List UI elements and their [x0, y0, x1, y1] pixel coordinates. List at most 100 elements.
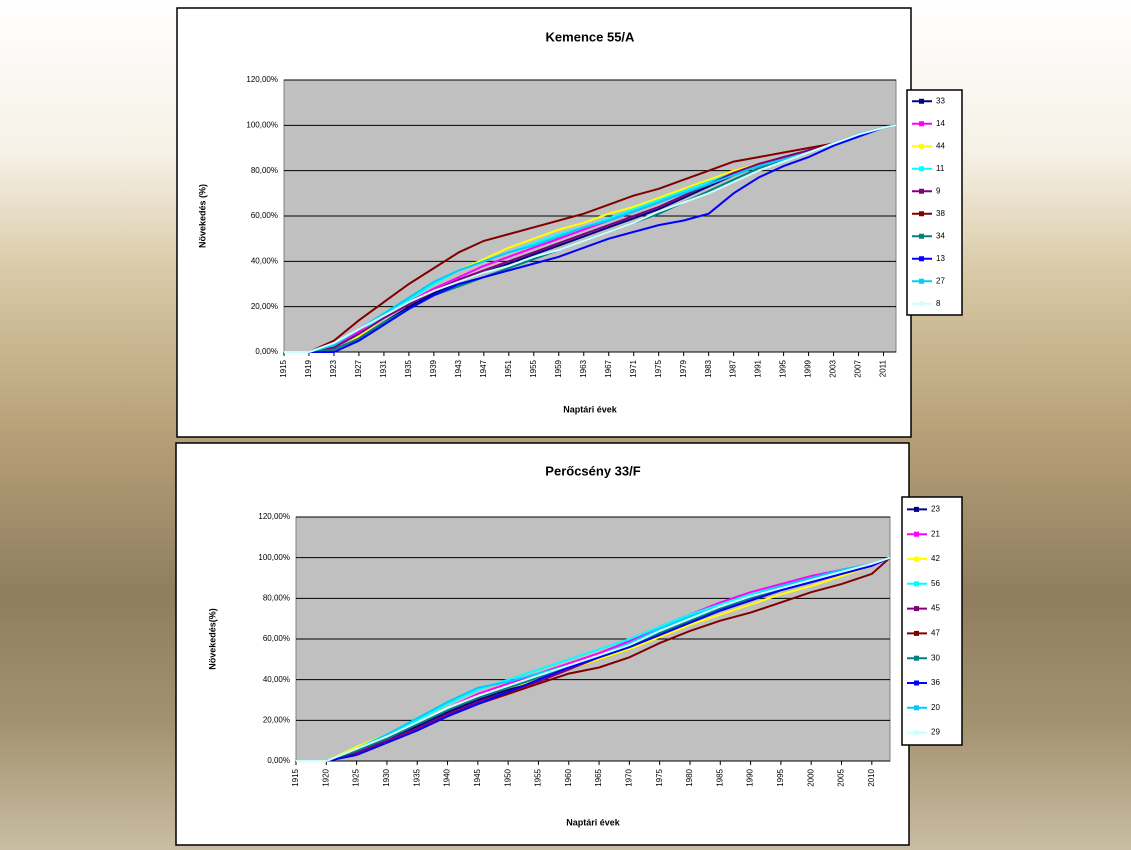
x-tick-label: 1915 — [279, 359, 288, 377]
y-tick-label: 120,00% — [258, 512, 290, 521]
legend-marker — [919, 98, 924, 104]
y-tick-label: 60,00% — [251, 211, 278, 220]
legend-marker — [919, 188, 924, 194]
legend-label: 56 — [931, 579, 940, 588]
legend-marker — [919, 121, 924, 127]
y-axis-title: Növekedés (%) — [197, 184, 207, 248]
x-tick-label: 1983 — [704, 359, 713, 377]
x-tick-label: 1971 — [629, 359, 638, 377]
legend-marker — [919, 301, 924, 307]
data-line — [296, 556, 891, 762]
legend-label: 23 — [931, 505, 940, 514]
legend-marker — [914, 655, 919, 661]
y-tick-label: 20,00% — [251, 302, 278, 311]
legend-label: 34 — [936, 231, 945, 240]
x-tick-label: 1959 — [554, 359, 563, 377]
chart-title: Kemence 55/A — [546, 29, 635, 44]
x-tick-label: 2007 — [854, 359, 863, 377]
x-tick-label: 1943 — [454, 359, 463, 377]
legend-label: 8 — [936, 299, 941, 308]
legend-marker — [914, 606, 919, 612]
x-tick-label: 1995 — [779, 359, 788, 377]
legend-label: 45 — [931, 604, 940, 613]
y-tick-label: 80,00% — [251, 166, 278, 175]
x-tick-label: 1975 — [655, 768, 664, 786]
x-tick-label: 1950 — [503, 768, 512, 786]
x-tick-label: 1970 — [624, 768, 633, 786]
legend-marker — [914, 730, 919, 736]
legend-marker — [914, 556, 919, 562]
legend-box — [906, 89, 963, 316]
y-tick-label: 0,00% — [255, 347, 278, 356]
legend-marker — [914, 531, 919, 537]
y-tick-label: 100,00% — [246, 120, 278, 129]
x-tick-label: 1925 — [352, 768, 361, 786]
x-tick-label: 1920 — [321, 768, 330, 786]
x-tick-label: 1999 — [804, 359, 813, 377]
data-line — [284, 124, 897, 353]
x-tick-label: 1990 — [746, 768, 755, 786]
data-line — [284, 124, 897, 353]
data-line — [296, 556, 891, 762]
legend-marker — [919, 233, 924, 239]
x-tick-label: 1930 — [382, 768, 391, 786]
data-line — [284, 124, 897, 353]
legend-marker — [919, 166, 924, 172]
legend-marker — [919, 143, 924, 149]
legend-label: 36 — [931, 678, 940, 687]
legend-marker — [919, 211, 924, 217]
data-line — [284, 124, 897, 353]
x-tick-label: 1935 — [404, 359, 413, 377]
legend-label: 42 — [931, 554, 940, 563]
x-tick-label: 1935 — [412, 768, 421, 786]
legend-label: 13 — [936, 254, 945, 263]
x-tick-label: 1939 — [429, 359, 438, 377]
x-tick-label: 1965 — [594, 768, 603, 786]
x-tick-label: 1979 — [679, 359, 688, 377]
legend-label: 27 — [936, 276, 945, 285]
legend-label: 21 — [931, 529, 940, 538]
y-tick-label: 40,00% — [263, 675, 290, 684]
x-tick-label: 1931 — [379, 359, 388, 377]
y-tick-label: 80,00% — [263, 593, 290, 602]
legend-marker — [914, 506, 919, 512]
legend-marker — [919, 278, 924, 284]
legend-label: 14 — [936, 119, 945, 128]
x-axis-title: Naptári évek — [563, 404, 618, 414]
x-tick-label: 1955 — [529, 359, 538, 377]
legend-marker — [914, 630, 919, 636]
legend-marker — [914, 680, 919, 686]
x-tick-label: 1919 — [304, 359, 313, 377]
x-tick-label: 2003 — [829, 359, 838, 377]
legend-marker — [914, 581, 919, 587]
x-tick-label: 1963 — [579, 359, 588, 377]
x-tick-label: 1995 — [776, 768, 785, 786]
y-tick-label: 120,00% — [246, 75, 278, 84]
x-tick-label: 1975 — [654, 359, 663, 377]
x-tick-label: 2010 — [867, 768, 876, 786]
x-tick-label: 1923 — [329, 359, 338, 377]
y-axis-title: Növekedés(%) — [207, 608, 217, 670]
legend-label: 30 — [931, 653, 940, 662]
x-tick-label: 1960 — [564, 768, 573, 786]
legend-box — [901, 496, 963, 746]
y-tick-label: 0,00% — [267, 756, 290, 765]
x-tick-label: 1955 — [534, 768, 543, 786]
legend-label: 47 — [931, 629, 940, 638]
legend-marker — [919, 256, 924, 262]
legend-label: 11 — [936, 164, 945, 173]
chart-title: Perőcsény 33/F — [545, 463, 640, 478]
x-tick-label: 1945 — [473, 768, 482, 786]
x-tick-label: 1951 — [504, 359, 513, 377]
legend-label: 44 — [936, 141, 945, 150]
x-tick-label: 1991 — [754, 359, 763, 377]
x-tick-label: 1987 — [729, 359, 738, 377]
y-tick-label: 20,00% — [263, 715, 290, 724]
legend-label: 9 — [936, 186, 941, 195]
x-tick-label: 1915 — [291, 768, 300, 786]
x-tick-label: 1940 — [443, 768, 452, 786]
legend-marker — [914, 705, 919, 711]
x-tick-label: 1980 — [685, 768, 694, 786]
